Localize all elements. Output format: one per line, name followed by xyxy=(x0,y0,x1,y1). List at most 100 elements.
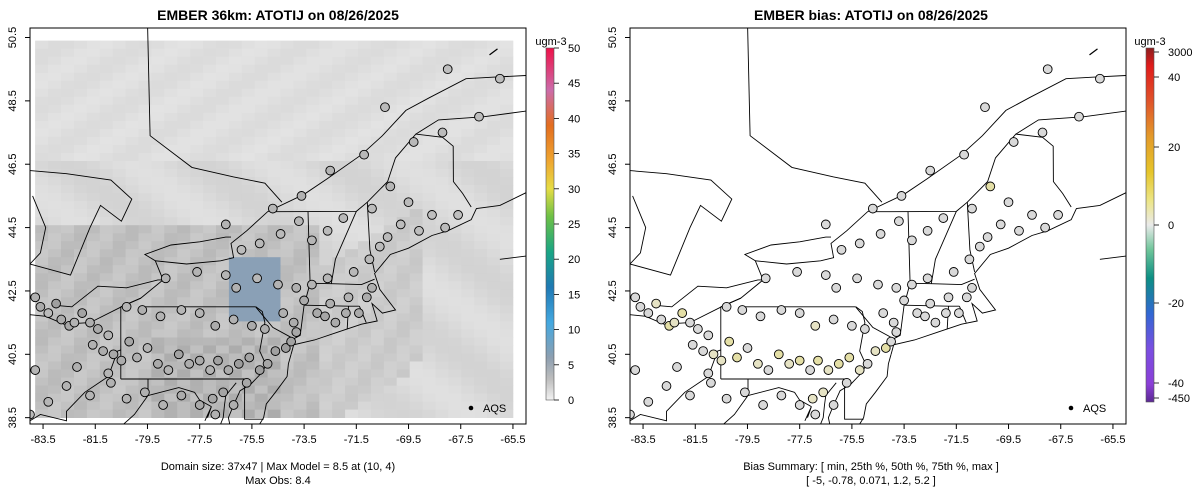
grid-cell xyxy=(332,120,346,130)
grid-cell xyxy=(267,401,281,410)
grid-cell xyxy=(422,361,436,370)
grid-cell xyxy=(254,56,268,66)
station-point xyxy=(184,358,195,369)
grid-cell xyxy=(370,225,385,234)
grid-cell xyxy=(99,233,114,242)
station-point xyxy=(907,279,917,290)
grid-cell xyxy=(461,353,475,362)
grid-cell xyxy=(487,345,501,354)
grid-cell xyxy=(448,337,462,346)
grid-cell xyxy=(74,161,88,170)
grid-cell xyxy=(306,265,320,274)
grid-cell xyxy=(409,104,423,114)
station-point xyxy=(207,393,218,404)
grid-cell xyxy=(448,104,462,114)
grid-cell xyxy=(396,361,410,370)
grid-cell xyxy=(306,353,320,362)
grid-cell xyxy=(125,193,139,202)
grid-cell xyxy=(190,217,204,226)
grid-cell xyxy=(164,401,178,410)
grid-cell xyxy=(241,233,256,242)
grid-cell xyxy=(435,217,449,226)
grid-cell xyxy=(422,281,436,290)
grid-cell xyxy=(99,153,114,162)
grid-cell xyxy=(138,329,152,338)
grid-cell xyxy=(99,209,114,218)
grid-cell xyxy=(48,209,62,218)
grid-cell xyxy=(216,321,230,330)
grid-cell xyxy=(396,225,410,234)
station-point xyxy=(894,216,904,227)
grid-cell xyxy=(370,169,385,178)
boundary-line xyxy=(1015,110,1126,135)
grid-cell xyxy=(422,80,436,90)
grid-cell xyxy=(461,409,475,418)
grid-cell xyxy=(138,393,152,402)
station-point xyxy=(213,355,223,366)
grid-cell xyxy=(254,153,268,162)
grid-cell xyxy=(409,249,423,258)
grid-cell xyxy=(203,241,217,250)
grid-cell xyxy=(293,233,307,242)
grid-cell xyxy=(228,273,243,282)
grid-cell xyxy=(74,369,88,378)
grid-cell xyxy=(48,289,62,298)
grid-cell xyxy=(177,104,191,114)
grid-cell xyxy=(293,369,307,378)
grid-cell xyxy=(125,128,139,138)
grid-cell xyxy=(370,161,385,170)
grid-cell xyxy=(138,401,152,410)
grid-cell xyxy=(164,201,178,210)
grid-cell xyxy=(409,289,423,298)
grid-cell xyxy=(370,361,385,370)
station-point xyxy=(721,301,732,312)
station-point xyxy=(630,365,641,375)
grid-cell xyxy=(35,369,49,378)
grid-cell xyxy=(409,120,423,130)
grid-cell xyxy=(370,305,385,314)
grid-cell xyxy=(216,409,230,418)
grid-cell xyxy=(164,249,178,258)
grid-cell xyxy=(280,201,294,210)
grid-cell xyxy=(474,40,488,50)
grid-cell xyxy=(422,393,436,402)
grid-cell xyxy=(370,377,385,386)
grid-cell xyxy=(435,72,449,82)
grid-cell xyxy=(448,393,462,402)
grid-cell xyxy=(190,313,204,322)
grid-cell xyxy=(254,217,268,226)
colorbar-tick-label: 40 xyxy=(1168,72,1180,84)
grid-cell xyxy=(112,80,126,90)
grid-cell xyxy=(48,56,62,66)
grid-cell xyxy=(241,193,256,202)
grid-cell xyxy=(164,353,178,362)
grid-cell xyxy=(280,96,294,106)
grid-cell xyxy=(487,361,501,370)
grid-cell xyxy=(461,329,475,338)
station-point xyxy=(43,396,54,407)
grid-cell xyxy=(203,112,217,122)
grid-cell xyxy=(487,353,501,362)
grid-cell xyxy=(409,112,423,122)
grid-cell xyxy=(48,385,62,394)
grid-cell xyxy=(164,305,178,314)
grid-cell xyxy=(86,72,101,82)
grid-cell xyxy=(293,265,307,274)
grid-cell xyxy=(228,112,243,122)
grid-cell xyxy=(61,241,75,250)
grid-cell xyxy=(138,144,152,154)
grid-cell xyxy=(125,144,139,154)
station-point xyxy=(440,222,450,233)
grid-cell xyxy=(125,281,139,290)
grid-cell xyxy=(500,153,514,162)
grid-cell xyxy=(293,80,307,90)
grid-cell xyxy=(461,153,475,162)
grid-cell xyxy=(409,401,423,410)
grid-cell xyxy=(500,104,514,114)
grid-cell xyxy=(358,241,372,250)
grid-cell xyxy=(422,257,436,266)
grid-cell xyxy=(358,128,372,138)
grid-cell xyxy=(293,289,307,298)
grid-cell xyxy=(396,241,410,250)
grid-cell xyxy=(228,169,243,178)
